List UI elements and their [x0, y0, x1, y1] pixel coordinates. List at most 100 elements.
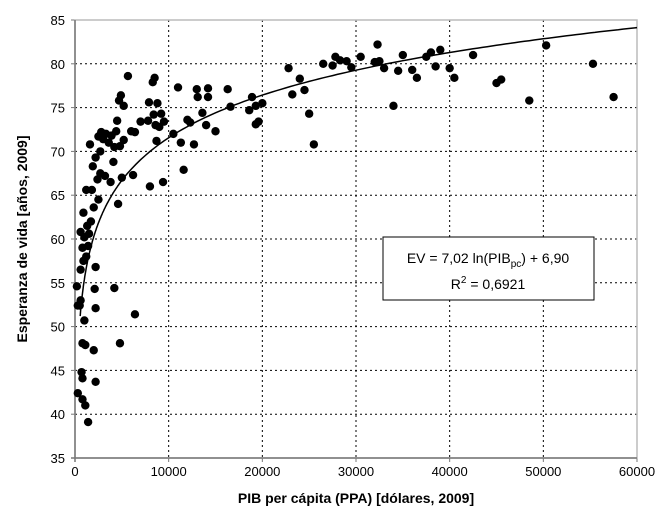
- data-point: [193, 92, 202, 102]
- data-points: [72, 40, 618, 427]
- data-point: [73, 388, 83, 398]
- data-point: [145, 182, 155, 191]
- data-point: [426, 48, 436, 57]
- data-point: [375, 56, 384, 66]
- r2-value: = 0,6921: [466, 276, 525, 292]
- data-point: [159, 117, 169, 126]
- data-point: [81, 340, 90, 350]
- data-point: [525, 96, 534, 105]
- data-point: [304, 109, 314, 118]
- data-point: [72, 282, 82, 291]
- data-point: [173, 83, 183, 92]
- trendline: [79, 26, 638, 317]
- data-point: [398, 50, 408, 60]
- equation-box-frame: [382, 236, 595, 301]
- data-point: [342, 56, 351, 66]
- data-point: [83, 417, 93, 427]
- data-point: [450, 73, 459, 83]
- y-tick-label: 50: [51, 320, 65, 335]
- tick-labels: 0 10000 20000 30000 40000 50000 60000 35 40 45 50 5…: [51, 13, 656, 479]
- y-tick-label: 65: [51, 188, 65, 203]
- data-point: [130, 127, 140, 137]
- data-point: [91, 304, 100, 313]
- data-point: [412, 73, 422, 83]
- data-point: [373, 40, 382, 49]
- y-tick-label: 40: [51, 407, 65, 422]
- data-point: [81, 401, 90, 410]
- data-point: [149, 110, 158, 119]
- y-tick-label: 55: [51, 276, 65, 291]
- data-point: [609, 92, 618, 102]
- equation-line1: EV = 7,02 ln(PIBpc) + 6,90: [407, 250, 570, 270]
- x-tick-label: 60000: [619, 464, 655, 479]
- data-point: [84, 229, 94, 238]
- data-point: [300, 85, 309, 95]
- data-point: [144, 98, 154, 107]
- data-point: [189, 140, 199, 149]
- y-tick-label: 80: [51, 57, 65, 72]
- x-tick-label: 40000: [432, 464, 468, 479]
- data-point: [179, 165, 188, 174]
- data-point: [86, 217, 96, 226]
- data-point: [112, 116, 122, 125]
- data-point: [76, 265, 85, 274]
- data-point: [100, 171, 110, 181]
- y-tick-label: 35: [51, 451, 65, 466]
- data-point: [347, 63, 356, 72]
- data-point: [109, 157, 118, 167]
- data-point: [113, 199, 123, 209]
- data-point: [80, 316, 89, 325]
- data-point: [115, 339, 125, 348]
- data-point: [393, 66, 403, 76]
- x-tick-label: 0: [71, 464, 78, 479]
- data-point: [89, 346, 98, 355]
- data-point: [89, 203, 98, 212]
- data-point: [192, 85, 201, 94]
- data-point: [309, 140, 319, 149]
- data-point: [90, 284, 99, 294]
- data-point: [119, 135, 128, 145]
- data-point: [254, 117, 263, 126]
- data-point: [223, 85, 232, 94]
- data-point: [258, 99, 267, 108]
- data-point: [541, 41, 551, 50]
- data-point: [198, 108, 207, 118]
- data-point: [284, 63, 293, 73]
- data-point: [295, 74, 304, 83]
- data-point: [379, 63, 389, 73]
- data-point: [112, 127, 121, 136]
- data-point: [136, 117, 145, 126]
- eq-text-suffix: ) + 6,90: [521, 250, 569, 266]
- data-point: [143, 116, 153, 125]
- y-tick-label: 70: [51, 144, 65, 159]
- data-point: [91, 377, 100, 386]
- data-point: [88, 162, 97, 171]
- data-point: [85, 140, 95, 149]
- data-point: [97, 127, 106, 137]
- data-point: [496, 75, 506, 84]
- data-point: [110, 283, 119, 293]
- data-point: [436, 45, 445, 54]
- data-point: [251, 101, 260, 111]
- data-point: [319, 59, 328, 68]
- data-point: [203, 92, 213, 102]
- data-point: [78, 374, 87, 383]
- data-point: [128, 170, 138, 180]
- x-tick-label: 20000: [244, 464, 280, 479]
- data-point: [201, 120, 211, 130]
- data-point: [588, 59, 598, 68]
- equation-line2: R2 = 0,6921: [451, 275, 526, 292]
- data-point: [158, 177, 168, 187]
- data-point: [117, 173, 127, 182]
- data-point: [150, 73, 159, 83]
- data-point: [79, 208, 88, 217]
- data-point: [130, 310, 140, 319]
- y-tick-label: 45: [51, 363, 65, 378]
- data-point: [76, 296, 85, 305]
- data-point: [389, 101, 398, 111]
- data-point: [335, 56, 345, 65]
- x-axis-title: PIB per cápita (PPA) [dólares, 2009]: [238, 490, 474, 506]
- data-point: [431, 62, 440, 71]
- data-point: [115, 141, 125, 151]
